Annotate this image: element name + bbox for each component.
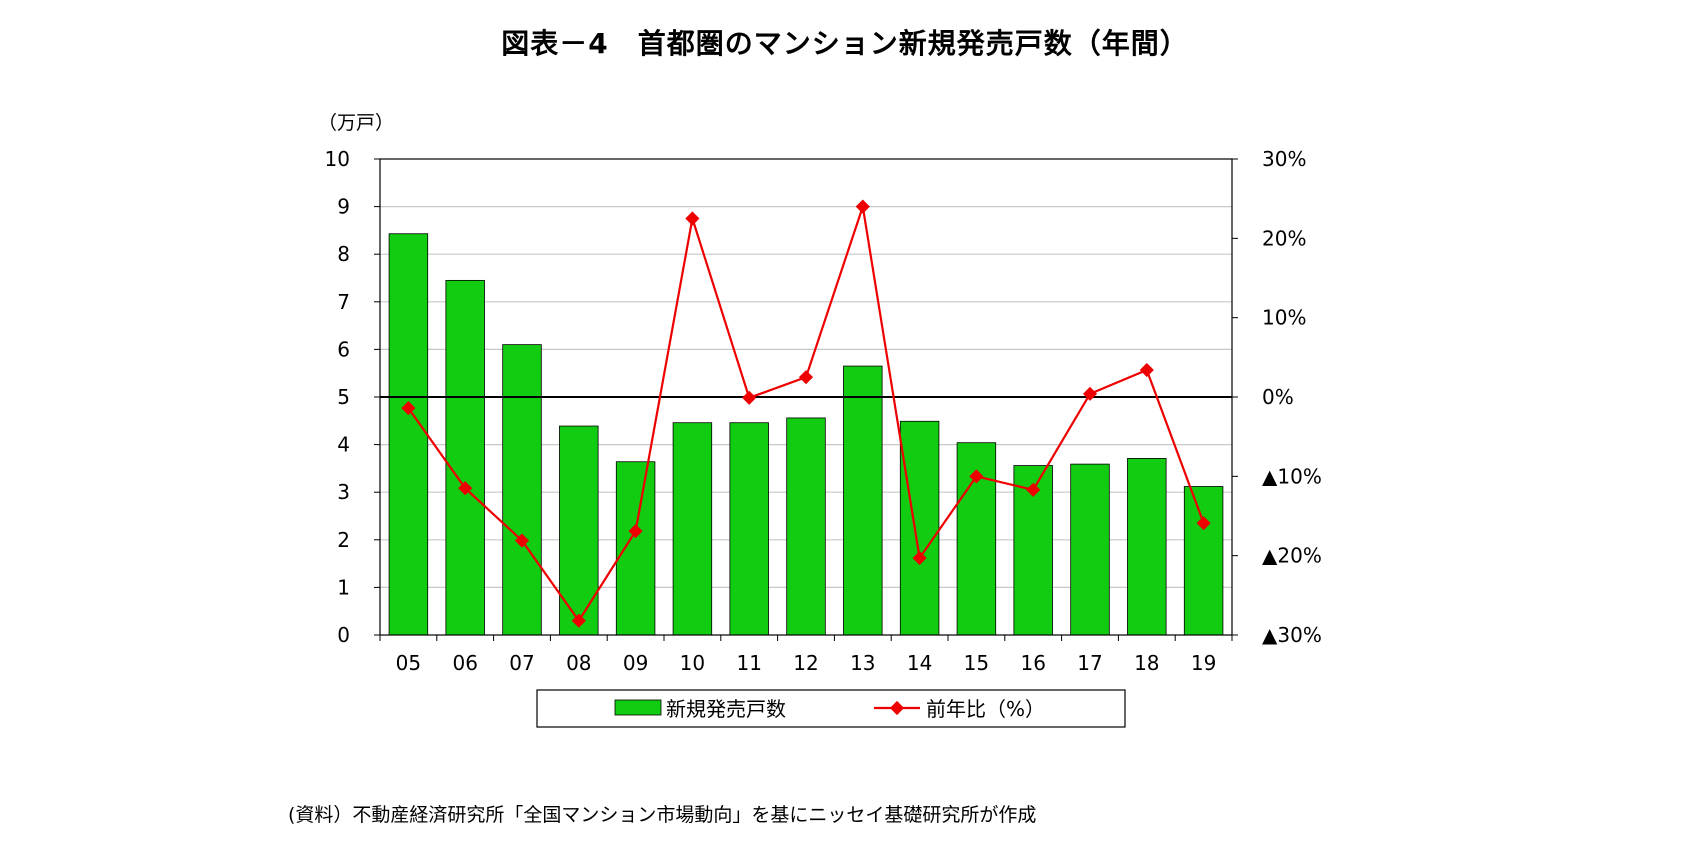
left-axis-tick-label: 3 [337,480,350,504]
bar [502,344,542,636]
bar [1070,463,1110,636]
line-point [685,211,700,226]
x-axis-tick-label: 06 [452,651,477,675]
line-point [1139,362,1154,378]
x-axis-tick-label: 16 [1020,651,1045,675]
right-axis-tick-label: 0% [1262,385,1294,409]
legend-line-label: 前年比（%） [926,697,1045,721]
line-point [628,524,643,539]
bar [899,420,940,636]
left-axis-tick-label: 2 [337,528,350,552]
line-point [798,370,814,385]
legend: 新規発売戸数 前年比（%） [536,689,1126,728]
line-point [514,533,530,548]
left-axis-tick-label: 1 [337,575,350,599]
bar [843,365,883,636]
bar [388,233,429,636]
bar [445,279,485,636]
x-axis-tick-label: 07 [509,651,534,675]
line-point [571,613,586,628]
bar [672,422,713,636]
x-axis-tick-label: 08 [566,651,591,675]
bar [615,461,656,636]
x-axis-tick-label: 11 [736,651,761,675]
x-axis-tick-label: 09 [623,651,648,675]
bar [729,422,769,636]
legend-bar-label: 新規発売戸数 [666,697,786,721]
line-point [1082,386,1098,401]
x-axis-tick-label: 18 [1134,651,1159,675]
x-axis-tick-label: 14 [907,651,932,675]
x-axis-tick-label: 17 [1077,651,1102,675]
chart-title: 図表－4 首都圏のマンション新規発売戸数（年間） [501,27,1189,60]
x-axis-tick-label: 15 [964,651,989,675]
line-point [401,401,416,416]
bar [559,425,599,636]
line-point [1026,482,1041,497]
x-axis-tick-label: 19 [1191,651,1216,675]
x-axis-tick-label: 05 [396,651,421,675]
source-note: (資料）不動産経済研究所「全国マンション市場動向」を基にニッセイ基礎研究所が作成 [288,804,1037,826]
line-point [1196,516,1211,531]
bar [786,417,826,636]
right-axis-tick-label: 30% [1262,147,1306,171]
line-point [969,469,984,484]
right-axis-tick-label: ▲20% [1262,544,1322,568]
line-series [401,199,1211,628]
left-axis-tick-label: 6 [337,337,350,361]
x-axis-tick-label: 12 [793,651,818,675]
left-axis-tick-label: 0 [337,623,350,647]
bar-series [388,233,1224,636]
left-axis-tick-label: 9 [337,195,350,219]
right-axis-tick-label: 20% [1262,226,1306,250]
line-point [855,199,870,214]
legend-bar-swatch [614,699,662,716]
plot-frame [379,158,1233,636]
x-axis-tick-label: 13 [850,651,875,675]
right-axis-tick-label: ▲30% [1262,623,1322,647]
left-axis-tick-label: 10 [325,147,350,171]
line-point [912,550,927,566]
x-axis-tick-label: 10 [680,651,705,675]
bar [1183,486,1224,636]
left-axis-tick-label: 7 [337,290,350,314]
line-point [458,481,473,496]
right-axis-tick-label: ▲10% [1262,464,1322,488]
line-point [742,390,757,405]
legend-line-marker [889,700,905,716]
left-axis-tick-label: 4 [337,433,350,457]
right-axis-tick-label: 10% [1262,306,1306,330]
left-axis-tick-label: 8 [337,242,350,266]
bar [1127,458,1167,636]
left-axis-tick-label: 5 [337,385,350,409]
left-axis-unit-label: （万戸） [318,112,394,134]
